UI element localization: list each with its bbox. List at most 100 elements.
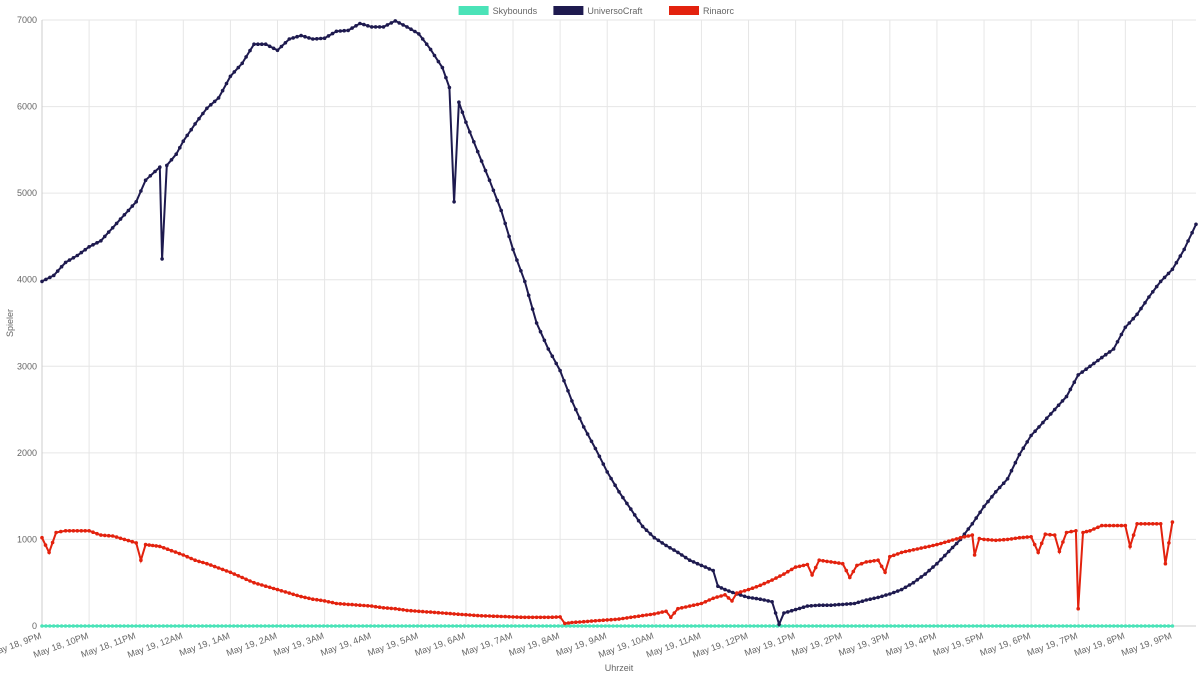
data-point [154,544,158,548]
data-point [511,615,515,619]
data-point [457,100,461,104]
data-point [892,590,896,595]
data-point [204,624,209,628]
data-point [114,221,119,226]
data-point [1194,222,1198,227]
data-point [334,29,339,34]
data-point [825,559,829,564]
data-point [817,603,821,607]
data-point [357,624,361,628]
data-point [660,541,664,545]
data-point [1048,532,1052,537]
data-point [59,624,64,628]
data-point [695,561,700,566]
data-point [1076,624,1081,628]
data-point [927,568,931,573]
data-point [970,533,975,537]
data-point [380,624,385,628]
data-point [767,624,772,628]
data-point [148,174,153,178]
data-point [1155,624,1159,628]
x-tick-label: May 19, 8AM [508,630,561,658]
data-point [1162,275,1167,280]
x-tick-label: May 19, 6PM [979,630,1032,658]
data-point [1033,429,1037,434]
data-point [244,577,248,582]
data-point [1072,624,1077,628]
data-point [687,604,692,608]
data-point [205,106,209,111]
data-point [59,264,64,269]
data-point [1076,373,1080,377]
data-point [1123,523,1128,528]
data-point [806,624,811,628]
data-point [464,612,468,617]
data-point [452,612,456,616]
data-point [1057,549,1062,554]
data-point [431,624,436,628]
data-point [589,619,594,623]
y-tick-label: 1000 [17,534,37,544]
data-point [1052,407,1057,412]
data-point [1143,624,1147,628]
data-point [274,624,279,628]
legend-item-skybounds[interactable]: Skybounds [458,6,538,16]
data-point [366,24,370,28]
data-point [1131,533,1136,537]
data-point [59,529,63,534]
data-point [724,624,729,628]
data-point [400,624,404,628]
data-point [544,624,549,628]
data-point [609,476,613,481]
data-point [189,556,193,561]
data-point [1080,624,1085,628]
legend-label: Skybounds [493,6,538,16]
data-point [673,624,678,628]
data-point [232,572,237,576]
data-point [1057,624,1061,628]
data-point [185,554,189,559]
data-point [946,549,951,554]
data-point [275,48,280,53]
data-point [460,110,465,114]
data-point [369,25,374,29]
legend-item-universocraft[interactable]: UniversoCraft [553,6,643,16]
data-point [165,547,170,551]
data-point [920,624,924,628]
data-point [432,610,437,615]
data-point [754,585,759,589]
legend-item-rinaorc[interactable]: Rinaorc [669,6,735,16]
data-point [216,624,220,628]
data-point [997,485,1002,490]
data-point [868,597,872,601]
data-point [967,624,971,628]
data-point [1064,394,1069,399]
data-point [139,558,143,562]
data-point [263,42,268,46]
data-point [1025,624,1030,628]
data-point [511,247,515,252]
data-point [244,55,248,59]
data-point [252,580,256,585]
data-point [844,568,849,573]
data-point [317,624,322,628]
data-point [625,616,629,620]
data-point [126,538,131,543]
data-point [738,590,743,594]
data-point [689,624,694,628]
series-universocraft [40,19,1198,628]
data-point [879,564,884,569]
data-point [519,615,523,619]
data-point [617,490,621,494]
data-point [231,624,236,628]
data-point [216,566,221,570]
data-point [1163,561,1168,566]
data-point [165,163,169,168]
data-point [325,624,330,628]
data-point [1096,525,1100,530]
data-point [1115,523,1120,528]
data-point [895,589,900,593]
data-point [444,75,448,80]
data-point [1088,529,1092,533]
data-point [568,624,572,628]
